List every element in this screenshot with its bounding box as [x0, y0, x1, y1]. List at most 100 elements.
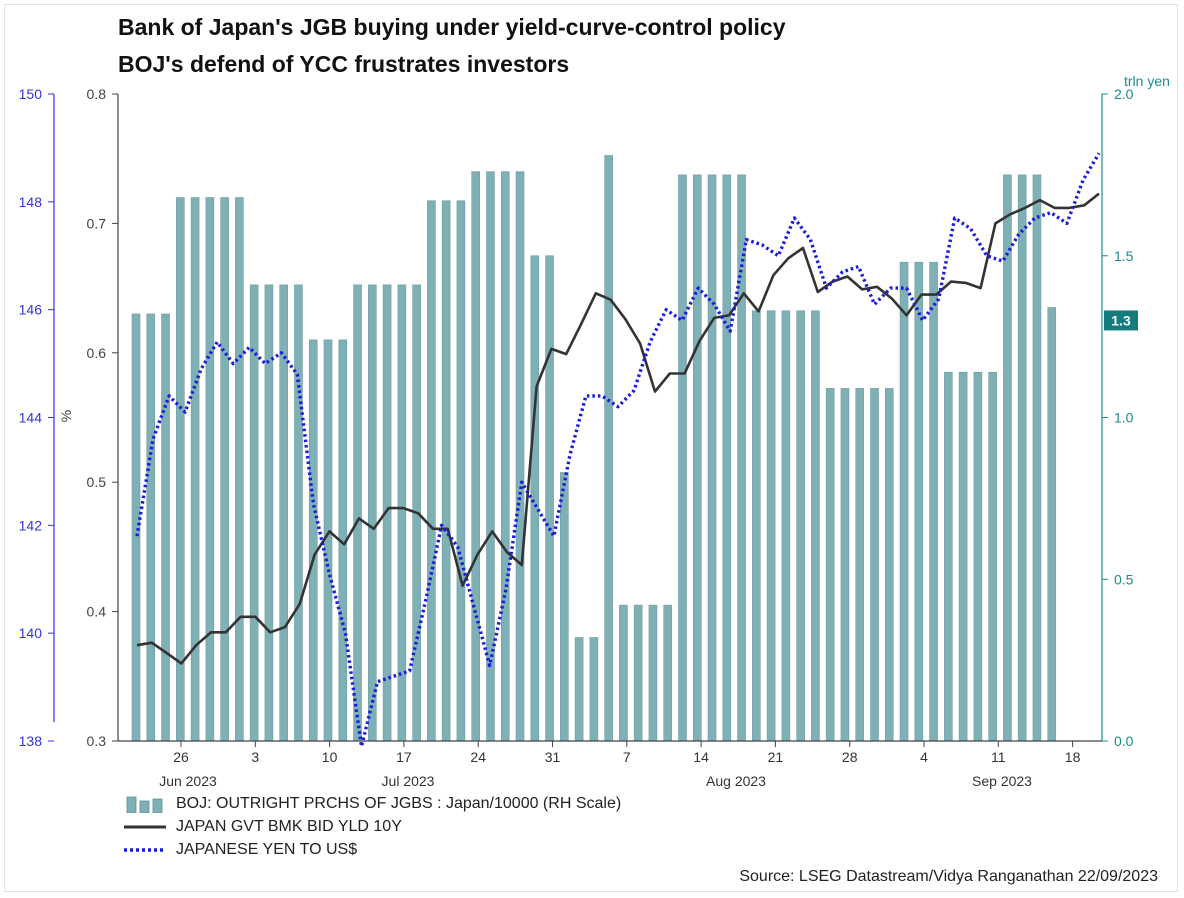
bar [161, 313, 170, 742]
right-axis-tick-label: 1.0 [1114, 410, 1134, 426]
left-axis-tick-label: 140 [19, 625, 43, 641]
bar [308, 339, 318, 742]
bar [899, 261, 909, 742]
mid-axis-tick-label: 0.4 [87, 604, 107, 620]
bar [323, 339, 333, 742]
bar [692, 174, 702, 742]
mid-axis-label: % [58, 410, 74, 422]
chart-frame [4, 4, 1178, 892]
bar [707, 174, 717, 742]
legend-yen-swatch [124, 848, 166, 852]
left-axis-tick-label: 144 [19, 410, 43, 426]
bar [560, 472, 569, 742]
bar [190, 197, 200, 742]
right-axis-tick-label: 0.5 [1114, 571, 1134, 587]
legend-label-bars: BOJ: OUTRIGHT PRCHS OF JGBS : Japan/1000… [176, 795, 622, 812]
bar [855, 388, 865, 742]
bar [781, 310, 791, 742]
x-axis-tick-label: 7 [623, 749, 631, 765]
legend-item-bars: BOJ: OUTRIGHT PRCHS OF JGBS : Japan/1000… [122, 793, 621, 815]
bar [131, 313, 141, 742]
right-axis-tick-label: 0.0 [1114, 733, 1134, 749]
x-axis-tick-label: 26 [173, 749, 189, 765]
x-axis-tick-label: 21 [768, 749, 784, 765]
legend-yield-swatch [124, 825, 166, 829]
x-axis-tick-label: 31 [545, 749, 561, 765]
legend-item-yield: JAPAN GVT BMK BID YLD 10Y [122, 816, 402, 838]
bar [870, 388, 879, 742]
last-value-badge-label: 1.3 [1111, 312, 1131, 328]
legend-bars-swatch [126, 796, 163, 813]
legend-label-yen: JAPANESE YEN TO US$ [176, 841, 358, 858]
bar [530, 255, 540, 742]
bar [441, 200, 451, 742]
bar [840, 388, 850, 742]
left-axis-tick-label: 142 [19, 517, 43, 533]
bar [589, 637, 599, 742]
bar [456, 200, 466, 742]
bar [958, 371, 968, 742]
bar [973, 371, 983, 742]
bar [929, 261, 938, 742]
bar [766, 310, 776, 742]
x-axis-tick-label: 4 [920, 749, 928, 765]
chart-title: Bank of Japan's JGB buying under yield-c… [118, 14, 786, 40]
left-axis-tick-label: 138 [19, 733, 43, 749]
mid-axis-tick-label: 0.5 [87, 474, 107, 490]
bar [264, 284, 274, 742]
bar [944, 371, 953, 742]
x-axis-tick-label: 18 [1065, 749, 1081, 765]
left-axis-tick-label: 148 [19, 194, 43, 210]
bar [988, 371, 997, 742]
bar [545, 255, 554, 742]
bar [368, 284, 377, 742]
yen-line [135, 152, 1101, 749]
mid-axis-tick-label: 0.7 [87, 215, 107, 231]
x-axis-tick-label: 28 [842, 749, 858, 765]
bar [574, 637, 584, 742]
bar [515, 171, 525, 742]
bar [796, 310, 805, 742]
bar [633, 604, 643, 742]
x-axis-month-label: Sep 2023 [972, 773, 1032, 789]
legend-label-yield: JAPAN GVT BMK BID YLD 10Y [176, 818, 402, 835]
x-axis-tick-label: 24 [470, 749, 486, 765]
bar [294, 284, 303, 742]
bar [220, 197, 229, 742]
yield-line [136, 192, 1100, 665]
bar [471, 171, 481, 742]
bar [914, 261, 924, 742]
right-axis-tick-label: 1.5 [1114, 248, 1134, 264]
left-axis-tick-label: 146 [19, 302, 43, 318]
bar [500, 171, 510, 742]
chart-subtitle: BOJ's defend of YCC frustrates investors [118, 51, 570, 77]
bar [722, 174, 732, 742]
source-note: Source: LSEG Datastream/Vidya Ranganatha… [739, 868, 1158, 885]
bar [678, 174, 687, 742]
bar [619, 604, 628, 742]
legend-item-yen: JAPANESE YEN TO US$ [122, 839, 357, 861]
bar [146, 313, 156, 742]
bar [811, 310, 820, 742]
bar [884, 388, 894, 742]
x-axis-month-label: Aug 2023 [706, 773, 766, 789]
mid-axis-tick-label: 0.3 [87, 733, 107, 749]
mid-axis-tick-label: 0.6 [87, 345, 107, 361]
right-axis-tick-label: 2.0 [1114, 86, 1134, 102]
left-axis-tick-label: 150 [19, 86, 43, 102]
bar [235, 197, 244, 742]
bar [604, 155, 613, 742]
x-axis-tick-label: 11 [991, 749, 1006, 765]
bar [427, 200, 436, 742]
bar [648, 604, 658, 742]
x-axis-tick-label: 17 [396, 749, 412, 765]
mid-axis-tick-label: 0.8 [87, 86, 107, 102]
bar [353, 284, 362, 742]
last-value-badge [1104, 310, 1138, 331]
x-axis-month-label: Jun 2023 [159, 773, 217, 789]
x-axis-tick-label: 14 [693, 749, 709, 765]
x-axis-month-label: Jul 2023 [382, 773, 435, 789]
x-axis-tick-label: 10 [322, 749, 338, 765]
bar [205, 197, 215, 742]
